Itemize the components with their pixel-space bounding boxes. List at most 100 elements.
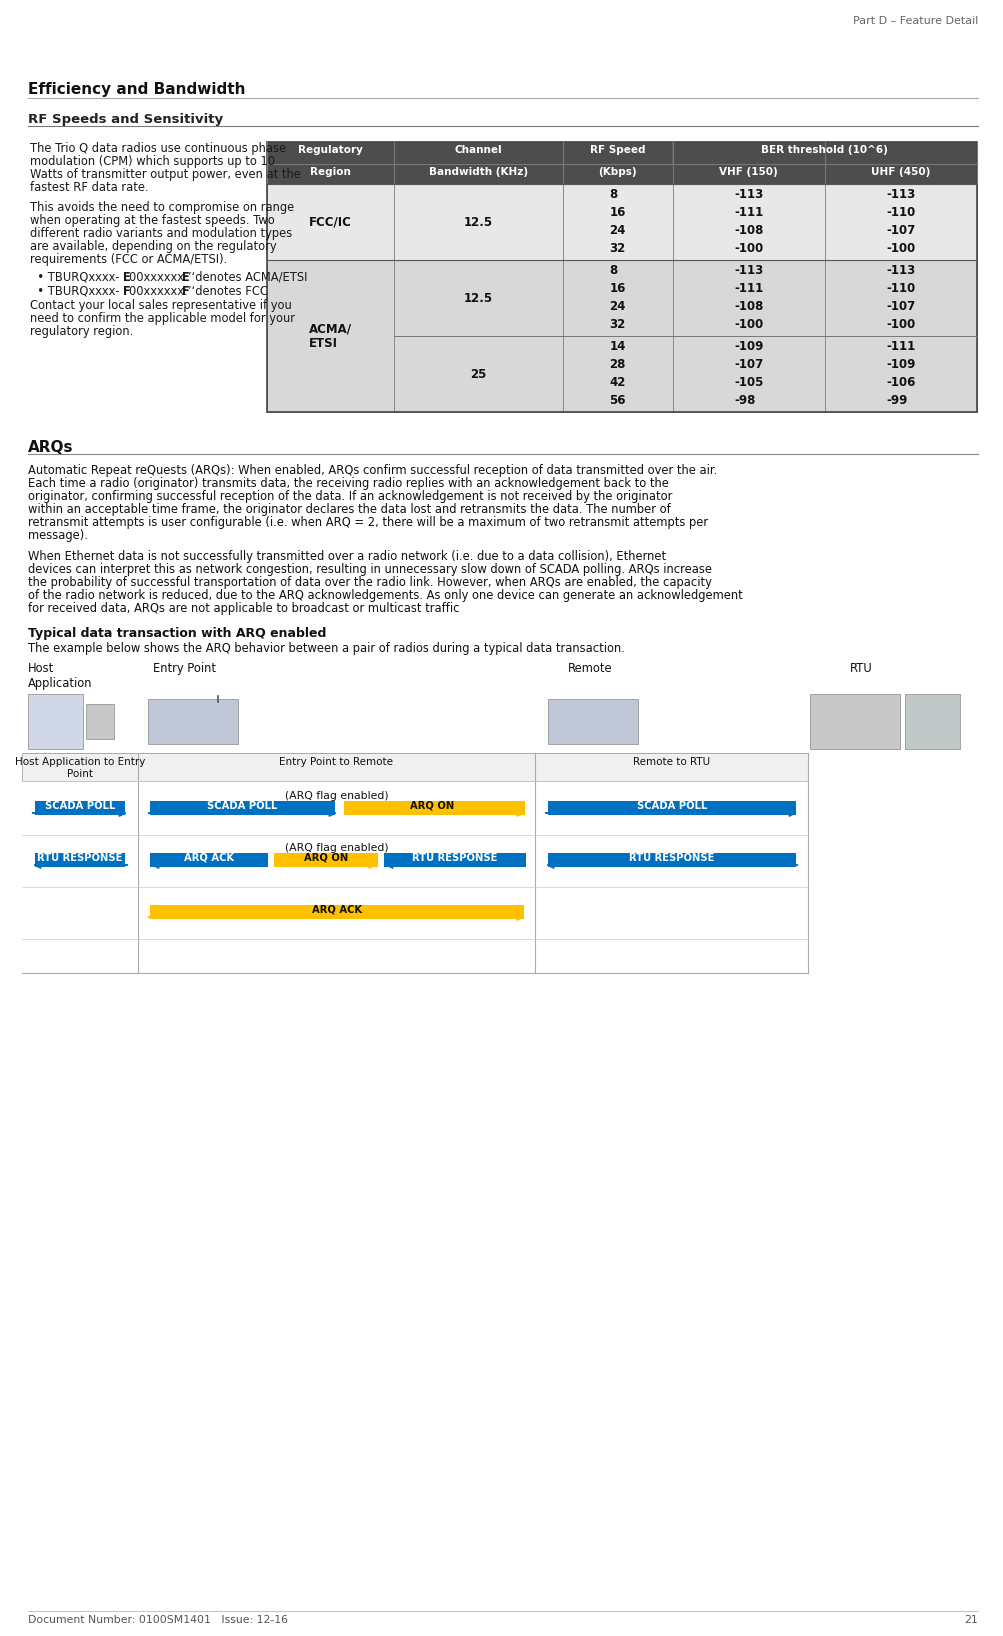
- Bar: [563, 183, 672, 260]
- Text: • TBURQxxxx-: • TBURQxxxx-: [30, 285, 119, 298]
- Text: Channel: Channel: [454, 146, 502, 155]
- Text: -113
-111
-108
-100: -113 -111 -108 -100: [733, 265, 762, 332]
- Text: of the radio network is reduced, due to the ARQ acknowledgements. As only one de: of the radio network is reduced, due to …: [28, 589, 742, 602]
- Text: Entry Point to Remote: Entry Point to Remote: [279, 757, 393, 767]
- Bar: [147, 699, 238, 744]
- Text: This avoids the need to compromise on range: This avoids the need to compromise on ra…: [30, 201, 294, 214]
- Text: FCC/IC: FCC/IC: [309, 216, 351, 229]
- Text: 8
16
24
32: 8 16 24 32: [609, 188, 625, 255]
- Text: regulatory region.: regulatory region.: [30, 326, 133, 339]
- Text: RTU RESPONSE: RTU RESPONSE: [629, 852, 714, 864]
- Text: RF Speeds and Sensitivity: RF Speeds and Sensitivity: [28, 113, 223, 126]
- Text: VHF (150): VHF (150): [719, 167, 777, 177]
- Text: Remote to RTU: Remote to RTU: [632, 757, 709, 767]
- Text: -111
-109
-106
-99: -111 -109 -106 -99: [886, 340, 915, 407]
- Text: E: E: [123, 272, 130, 285]
- Text: Each time a radio (originator) transmits data, the receiving radio replies with : Each time a radio (originator) transmits…: [28, 478, 668, 491]
- Bar: [383, 852, 526, 867]
- Text: Remote: Remote: [567, 663, 612, 676]
- Bar: [137, 753, 535, 780]
- Text: ARQ ON: ARQ ON: [304, 852, 348, 864]
- Text: Host Application to Entry
Point: Host Application to Entry Point: [15, 757, 145, 779]
- Text: 21: 21: [963, 1615, 977, 1625]
- Text: Watts of transmitter output power, even at the: Watts of transmitter output power, even …: [30, 169, 301, 182]
- Bar: [672, 260, 824, 335]
- Text: 8
16
24
32: 8 16 24 32: [609, 265, 625, 332]
- Bar: [393, 335, 563, 412]
- Bar: [393, 164, 563, 183]
- Bar: [28, 694, 83, 749]
- Text: -109
-107
-105
-98: -109 -107 -105 -98: [733, 340, 762, 407]
- Text: When Ethernet data is not successfully transmitted over a radio network (i.e. du: When Ethernet data is not successfully t…: [28, 550, 665, 563]
- Bar: [809, 694, 899, 749]
- Text: 12.5: 12.5: [463, 291, 492, 304]
- Text: Region: Region: [310, 167, 350, 177]
- Bar: [548, 852, 795, 867]
- Bar: [393, 183, 563, 260]
- Text: -113
-111
-108
-100: -113 -111 -108 -100: [733, 188, 762, 255]
- Text: F: F: [182, 285, 190, 298]
- Text: devices can interpret this as network congestion, resulting in unnecessary slow : devices can interpret this as network co…: [28, 563, 711, 576]
- Text: Efficiency and Bandwidth: Efficiency and Bandwidth: [28, 82, 246, 97]
- Bar: [35, 802, 125, 815]
- Text: retransmit attempts is user configurable (i.e. when ARQ = 2, there will be a max: retransmit attempts is user configurable…: [28, 515, 707, 528]
- Text: RTU RESPONSE: RTU RESPONSE: [37, 852, 122, 864]
- Bar: [548, 699, 637, 744]
- Bar: [267, 164, 393, 183]
- Text: requirements (FCC or ACMA/ETSI).: requirements (FCC or ACMA/ETSI).: [30, 254, 227, 267]
- Text: F: F: [123, 285, 130, 298]
- Bar: [267, 142, 976, 412]
- Text: • TBURQxxxx-: • TBURQxxxx-: [30, 272, 119, 285]
- Text: ACMA/
ETSI: ACMA/ ETSI: [309, 322, 351, 350]
- Bar: [672, 183, 824, 260]
- Text: -113
-110
-107
-100: -113 -110 -107 -100: [886, 188, 915, 255]
- Bar: [149, 802, 335, 815]
- Text: SCADA POLL: SCADA POLL: [45, 802, 115, 811]
- Text: -113
-110
-107
-100: -113 -110 -107 -100: [886, 265, 915, 332]
- Text: The example below shows the ARQ behavior between a pair of radios during a typic: The example below shows the ARQ behavior…: [28, 641, 624, 654]
- Bar: [672, 142, 976, 164]
- Bar: [563, 335, 672, 412]
- Bar: [267, 183, 393, 260]
- Text: different radio variants and modulation types: different radio variants and modulation …: [30, 227, 292, 240]
- Text: 14
28
42
56: 14 28 42 56: [609, 340, 626, 407]
- Text: originator, confirming successful reception of the data. If an acknowledgement i: originator, confirming successful recept…: [28, 491, 672, 502]
- Text: 25: 25: [469, 368, 486, 381]
- Text: RTU RESPONSE: RTU RESPONSE: [412, 852, 497, 864]
- Bar: [824, 183, 976, 260]
- Bar: [35, 852, 125, 867]
- Text: ARQs: ARQs: [28, 440, 73, 455]
- Text: Entry Point: Entry Point: [153, 663, 217, 676]
- Bar: [86, 703, 114, 739]
- Text: Document Number: 0100SM1401   Issue: 12-16: Document Number: 0100SM1401 Issue: 12-16: [28, 1615, 288, 1625]
- Bar: [267, 142, 393, 164]
- Bar: [344, 802, 525, 815]
- Text: (Kbps): (Kbps): [598, 167, 637, 177]
- Text: the probability of successful transportation of data over the radio link. Howeve: the probability of successful transporta…: [28, 576, 711, 589]
- Text: SCADA POLL: SCADA POLL: [207, 802, 278, 811]
- Text: ARQ ON: ARQ ON: [410, 802, 454, 811]
- Text: Part D – Feature Detail: Part D – Feature Detail: [852, 16, 977, 26]
- Text: (ARQ flag enabled): (ARQ flag enabled): [285, 790, 388, 802]
- Text: 12.5: 12.5: [463, 216, 492, 229]
- Text: ARQ ACK: ARQ ACK: [312, 905, 362, 915]
- Bar: [393, 142, 563, 164]
- Text: (ARQ flag enabled): (ARQ flag enabled): [285, 843, 388, 852]
- Text: within an acceptable time frame, the originator declares the data lost and retra: within an acceptable time frame, the ori…: [28, 502, 670, 515]
- Text: 00xxxxxx: ‘: 00xxxxxx: ‘: [128, 272, 195, 285]
- Text: UHF (450): UHF (450): [871, 167, 930, 177]
- Text: Host
Application: Host Application: [28, 663, 92, 690]
- Bar: [393, 260, 563, 335]
- Text: The Trio Q data radios use continuous phase: The Trio Q data radios use continuous ph…: [30, 142, 286, 155]
- Bar: [824, 164, 976, 183]
- Bar: [563, 142, 672, 164]
- Text: Bandwidth (KHz): Bandwidth (KHz): [428, 167, 528, 177]
- Text: Typical data transaction with ARQ enabled: Typical data transaction with ARQ enable…: [28, 627, 326, 640]
- Text: Automatic Repeat reQuests (ARQs): When enabled, ARQs confirm successful receptio: Automatic Repeat reQuests (ARQs): When e…: [28, 465, 716, 478]
- Text: Contact your local sales representative if you: Contact your local sales representative …: [30, 299, 292, 312]
- Text: fastest RF data rate.: fastest RF data rate.: [30, 182, 148, 195]
- Bar: [824, 260, 976, 335]
- Bar: [535, 753, 807, 780]
- Text: when operating at the fastest speeds. Two: when operating at the fastest speeds. Tw…: [30, 214, 275, 227]
- Bar: [149, 852, 268, 867]
